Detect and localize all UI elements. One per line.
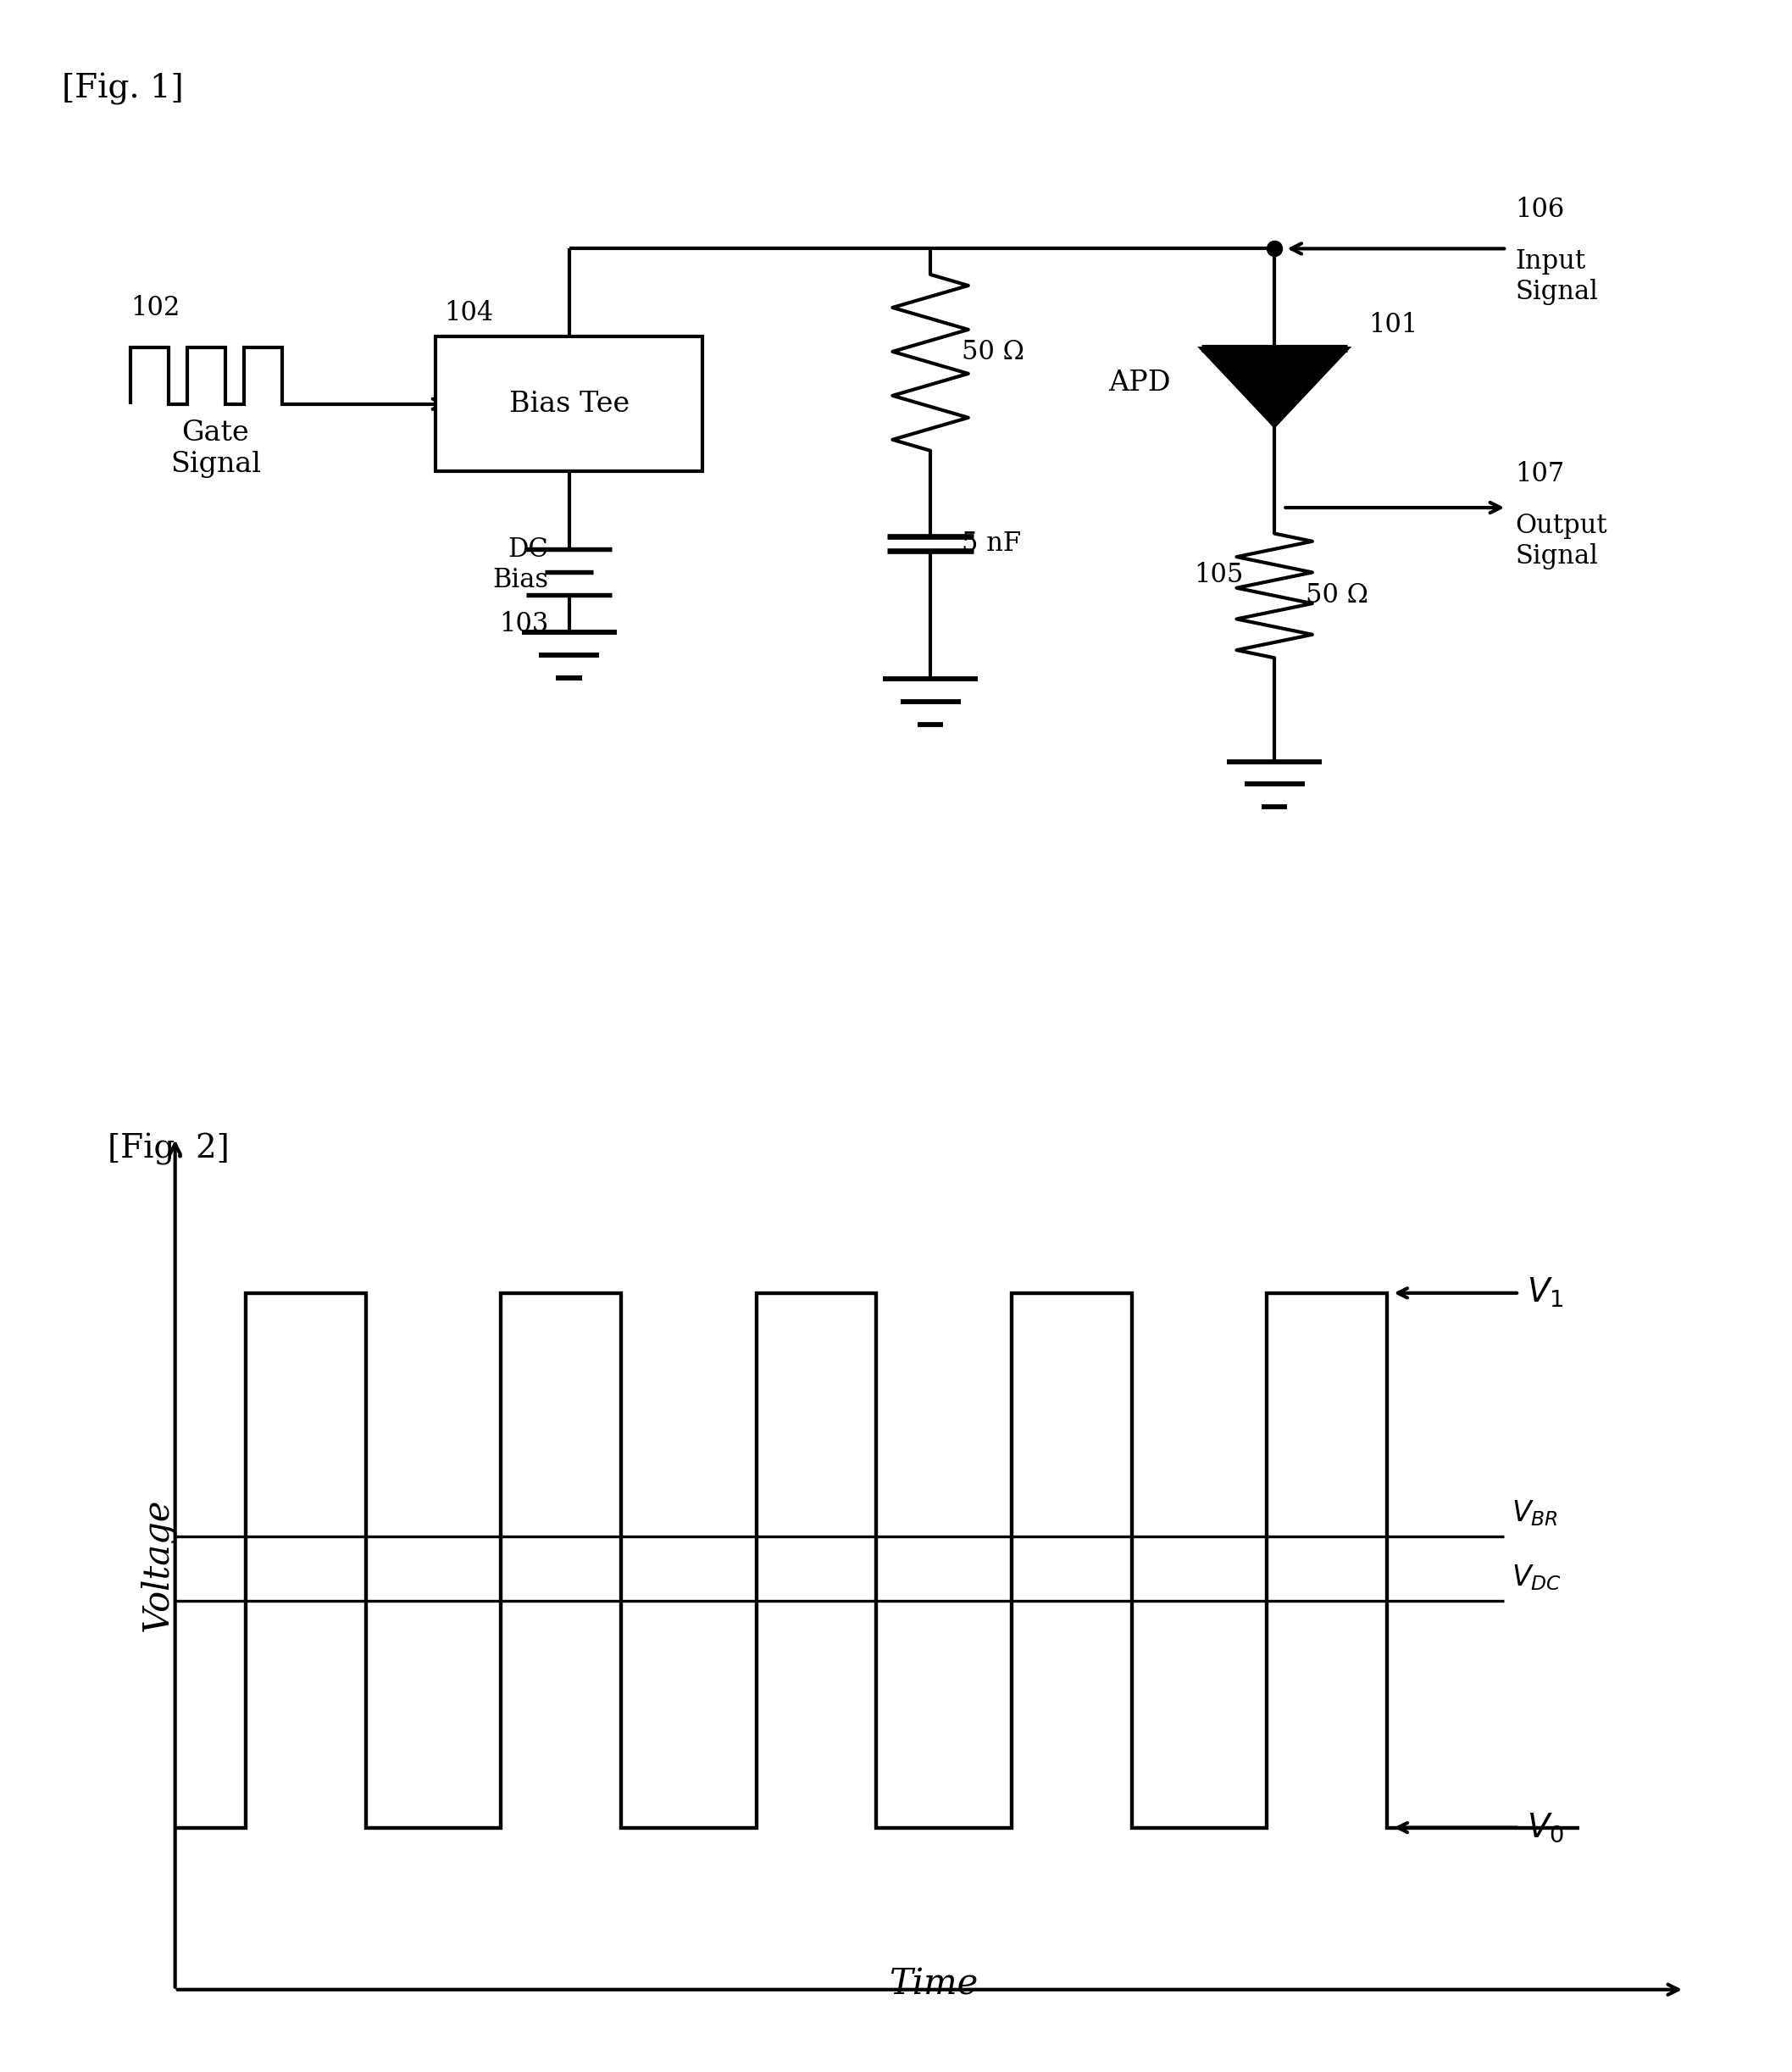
Text: 50 Ω: 50 Ω <box>1305 582 1367 609</box>
Text: 105: 105 <box>1193 562 1244 588</box>
Text: 101: 101 <box>1369 311 1417 338</box>
Polygon shape <box>1201 348 1348 427</box>
Text: 106: 106 <box>1516 197 1564 224</box>
Text: $V_{BR}$: $V_{BR}$ <box>1512 1498 1559 1527</box>
Text: Output
Signal: Output Signal <box>1516 514 1607 570</box>
Text: 5 nF: 5 nF <box>961 530 1021 557</box>
Text: $V_0$: $V_0$ <box>1527 1811 1564 1844</box>
Text: $V_1$: $V_1$ <box>1527 1276 1564 1310</box>
Text: Bias Tee: Bias Tee <box>509 390 629 419</box>
Text: Voltage: Voltage <box>140 1498 176 1631</box>
Text: Time: Time <box>889 1966 978 2002</box>
Text: $V_{DC}$: $V_{DC}$ <box>1512 1562 1563 1593</box>
Text: 103: 103 <box>498 611 548 638</box>
Bar <box>435 338 702 472</box>
Text: [Fig. 1]: [Fig. 1] <box>61 73 183 106</box>
Text: [Fig. 2]: [Fig. 2] <box>108 1133 229 1164</box>
Text: DC
Bias: DC Bias <box>493 537 548 593</box>
Text: 102: 102 <box>131 294 179 321</box>
Text: APD: APD <box>1107 369 1170 398</box>
Text: 104: 104 <box>444 300 493 325</box>
Text: 107: 107 <box>1516 460 1564 487</box>
Text: Input
Signal: Input Signal <box>1516 249 1598 305</box>
Text: 50 Ω: 50 Ω <box>961 340 1023 365</box>
Text: Gate
Signal: Gate Signal <box>170 419 262 479</box>
